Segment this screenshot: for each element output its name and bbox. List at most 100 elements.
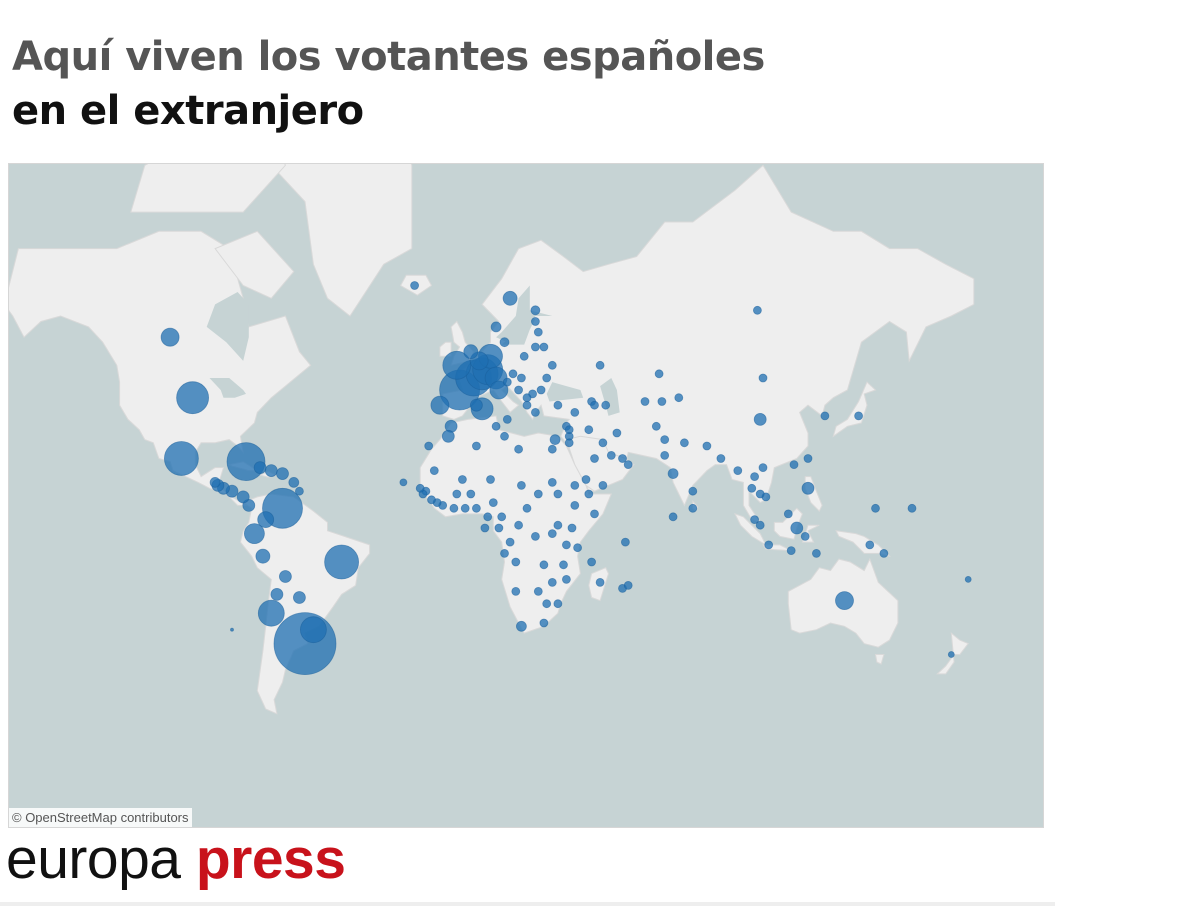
voter-bubble[interactable] (549, 434, 561, 446)
voter-bubble[interactable] (590, 509, 599, 519)
voter-bubble[interactable] (758, 463, 768, 473)
voter-bubble[interactable] (688, 486, 698, 496)
voter-bubble[interactable] (466, 489, 476, 499)
voter-bubble[interactable] (176, 381, 210, 415)
voter-bubble[interactable] (460, 503, 470, 513)
voter-bubble[interactable] (621, 537, 630, 547)
voter-bubble[interactable] (505, 537, 515, 547)
voter-bubble[interactable] (483, 512, 493, 522)
voter-bubble[interactable] (427, 495, 436, 505)
voter-bubble[interactable] (514, 520, 524, 530)
voter-bubble[interactable] (163, 441, 199, 476)
voter-bubble[interactable] (542, 599, 552, 609)
world-map[interactable]: © OpenStreetMap contributors (8, 163, 1044, 828)
voter-bubble[interactable] (812, 548, 821, 558)
voter-bubble[interactable] (564, 425, 574, 435)
voter-bubble[interactable] (452, 489, 462, 499)
voter-bubble[interactable] (553, 489, 563, 499)
voter-bubble[interactable] (947, 651, 955, 658)
voter-bubble[interactable] (324, 544, 360, 580)
voter-bubble[interactable] (463, 344, 479, 360)
voter-bubble[interactable] (489, 380, 509, 400)
voter-bubble[interactable] (539, 618, 549, 628)
voter-bubble[interactable] (590, 400, 599, 410)
voter-bubble[interactable] (469, 398, 483, 412)
voter-bubble[interactable] (531, 317, 540, 326)
voter-bubble[interactable] (522, 393, 532, 403)
voter-bubble[interactable] (755, 489, 765, 499)
voter-bubble[interactable] (499, 337, 510, 348)
voter-bubble[interactable] (612, 428, 622, 438)
voter-bubble[interactable] (584, 425, 594, 435)
voter-bubble[interactable] (494, 523, 504, 533)
voter-bubble[interactable] (755, 520, 765, 530)
voter-bubble[interactable] (820, 411, 830, 421)
voter-bubble[interactable] (500, 431, 509, 441)
voter-bubble[interactable] (502, 290, 518, 306)
voter-bubble[interactable] (486, 475, 495, 484)
voter-bubble[interactable] (783, 509, 793, 519)
voter-bubble[interactable] (667, 468, 679, 480)
voter-bubble[interactable] (651, 421, 661, 431)
voter-bubble[interactable] (516, 620, 527, 632)
voter-bubble[interactable] (573, 543, 582, 553)
voter-bubble[interactable] (606, 450, 616, 460)
voter-bubble[interactable] (449, 503, 459, 513)
map-canvas[interactable] (9, 164, 1044, 828)
voter-bubble[interactable] (570, 407, 580, 417)
voter-bubble[interactable] (562, 540, 571, 550)
voter-bubble[interactable] (471, 441, 481, 451)
voter-bubble[interactable] (660, 450, 670, 460)
voter-bubble[interactable] (533, 489, 543, 499)
voter-bubble[interactable] (441, 429, 455, 443)
voter-bubble[interactable] (522, 503, 532, 513)
voter-bubble[interactable] (553, 400, 563, 410)
voter-bubble[interactable] (907, 503, 917, 513)
voter-bubble[interactable] (276, 467, 289, 481)
voter-bubble[interactable] (209, 476, 221, 488)
voter-bubble[interactable] (531, 407, 540, 417)
voter-bubble[interactable] (733, 466, 743, 476)
voter-bubble[interactable] (835, 591, 854, 611)
voter-bubble[interactable] (753, 305, 762, 315)
voter-bubble[interactable] (716, 454, 726, 463)
voter-bubble[interactable] (160, 327, 180, 347)
voter-bubble[interactable] (415, 483, 425, 493)
voter-bubble[interactable] (522, 400, 532, 410)
voter-bubble[interactable] (519, 351, 529, 361)
voter-bubble[interactable] (598, 480, 608, 490)
voter-bubble[interactable] (595, 577, 605, 587)
voter-bubble[interactable] (530, 305, 541, 316)
voter-bubble[interactable] (539, 342, 549, 352)
voter-bubble[interactable] (500, 548, 509, 558)
voter-bubble[interactable] (255, 548, 271, 564)
voter-bubble[interactable] (288, 476, 300, 488)
voter-bubble[interactable] (511, 586, 521, 596)
voter-bubble[interactable] (567, 523, 577, 533)
voter-bubble[interactable] (640, 397, 650, 406)
voter-bubble[interactable] (533, 327, 543, 337)
voter-bubble[interactable] (801, 481, 815, 495)
voter-bubble[interactable] (531, 342, 540, 352)
voter-bubble[interactable] (257, 599, 285, 627)
voter-bubble[interactable] (680, 438, 689, 448)
voter-bubble[interactable] (598, 438, 608, 448)
voter-bubble[interactable] (660, 435, 670, 445)
voter-bubble[interactable] (674, 393, 684, 403)
voter-bubble[interactable] (623, 460, 633, 470)
voter-bubble[interactable] (595, 360, 605, 370)
voter-bubble[interactable] (442, 350, 472, 380)
voter-bubble[interactable] (517, 373, 526, 383)
voter-bubble[interactable] (854, 411, 863, 421)
voter-bubble[interactable] (584, 489, 594, 499)
voter-bubble[interactable] (517, 480, 526, 490)
voter-bubble[interactable] (491, 421, 501, 431)
voter-bubble[interactable] (497, 512, 507, 522)
voter-bubble[interactable] (758, 373, 768, 383)
voter-bubble[interactable] (702, 441, 712, 451)
voter-bubble[interactable] (278, 570, 292, 583)
voter-bubble[interactable] (590, 454, 599, 463)
voter-bubble[interactable] (488, 498, 498, 508)
voter-bubble[interactable] (764, 540, 774, 550)
voter-bubble[interactable] (623, 580, 633, 590)
